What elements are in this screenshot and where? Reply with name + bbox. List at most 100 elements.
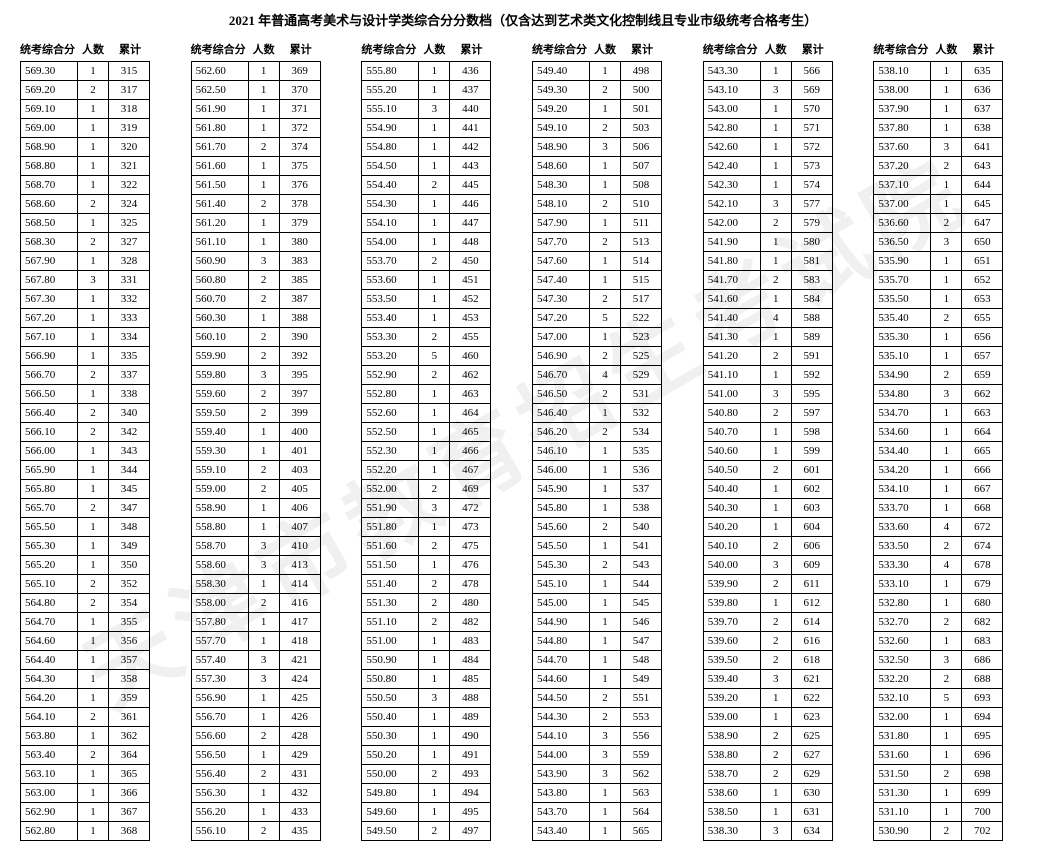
cell-count: 1 [78,442,109,461]
table-row: 538.802627 [703,746,832,765]
cell-score: 540.60 [703,442,760,461]
table-row: 547.601514 [533,252,662,271]
column-header: 统考综合分人数累计 [703,41,856,57]
cell-count: 5 [419,347,450,366]
table-row: 535.402655 [874,309,1003,328]
cell-cum: 465 [450,423,491,442]
cell-count: 1 [931,347,962,366]
cell-cum: 695 [962,727,1003,746]
cell-score: 568.50 [21,214,78,233]
table-row: 537.101644 [874,176,1003,195]
table-row: 551.001483 [362,632,491,651]
cell-score: 566.90 [21,347,78,366]
cell-score: 567.20 [21,309,78,328]
cell-cum: 569 [791,81,832,100]
table-row: 560.702387 [191,290,320,309]
cell-cum: 606 [791,537,832,556]
table-row: 561.801372 [191,119,320,138]
cell-score: 559.40 [191,423,248,442]
cell-score: 532.50 [874,651,931,670]
cell-cum: 469 [450,480,491,499]
cell-score: 531.60 [874,746,931,765]
cell-score: 532.80 [874,594,931,613]
cell-cum: 476 [450,556,491,575]
cell-score: 568.60 [21,195,78,214]
cell-count: 1 [931,176,962,195]
cell-score: 556.90 [191,689,248,708]
cell-score: 549.50 [362,822,419,841]
cell-score: 545.30 [533,556,590,575]
cell-cum: 340 [109,404,150,423]
table-row: 544.003559 [533,746,662,765]
cell-cum: 623 [791,708,832,727]
cell-count: 1 [419,803,450,822]
cell-count: 2 [419,765,450,784]
table-row: 560.301388 [191,309,320,328]
cell-count: 3 [590,746,621,765]
cell-count: 1 [590,803,621,822]
cell-count: 1 [590,537,621,556]
cell-cum: 537 [621,480,662,499]
cell-cum: 399 [279,404,320,423]
cell-score: 554.90 [362,119,419,138]
cell-count: 1 [248,100,279,119]
table-row: 540.401602 [703,480,832,499]
cell-count: 2 [590,195,621,214]
cell-count: 1 [78,765,109,784]
cell-cum: 407 [279,518,320,537]
cell-score: 543.40 [533,822,590,841]
table-row: 555.103440 [362,100,491,119]
cell-count: 3 [931,233,962,252]
table-row: 531.301699 [874,784,1003,803]
cell-cum: 638 [962,119,1003,138]
table-row: 531.502698 [874,765,1003,784]
table-row: 552.301466 [362,442,491,461]
cell-cum: 328 [109,252,150,271]
table-row: 545.901537 [533,480,662,499]
cell-count: 2 [419,328,450,347]
page-title: 2021 年普通高考美术与设计学类综合分分数档（仅含达到艺术类文化控制线且专业市… [20,10,1026,29]
column-header: 统考综合分人数累计 [873,41,1026,57]
cell-score: 534.40 [874,442,931,461]
cell-cum: 667 [962,480,1003,499]
cell-score: 553.50 [362,290,419,309]
table-row: 534.601664 [874,423,1003,442]
cell-count: 1 [419,271,450,290]
cell-score: 545.10 [533,575,590,594]
table-row: 554.301446 [362,195,491,214]
cell-cum: 540 [621,518,662,537]
cell-cum: 510 [621,195,662,214]
cell-count: 1 [248,518,279,537]
table-row: 535.701652 [874,271,1003,290]
cell-score: 543.10 [703,81,760,100]
cell-cum: 674 [962,537,1003,556]
cell-cum: 424 [279,670,320,689]
table-row: 532.801680 [874,594,1003,613]
table-row: 549.801494 [362,784,491,803]
cell-cum: 495 [450,803,491,822]
table-row: 540.502601 [703,461,832,480]
table-row: 547.001523 [533,328,662,347]
cell-count: 1 [419,195,450,214]
cell-cum: 678 [962,556,1003,575]
cell-cum: 421 [279,651,320,670]
table-row: 555.801436 [362,62,491,81]
score-column: 统考综合分人数累计543.301566543.103569543.0015705… [703,41,856,841]
cell-score: 565.50 [21,518,78,537]
cell-cum: 498 [621,62,662,81]
cell-score: 561.10 [191,233,248,252]
cell-count: 1 [760,290,791,309]
cell-count: 1 [419,214,450,233]
table-row: 539.801612 [703,594,832,613]
cell-score: 541.30 [703,328,760,347]
cell-count: 1 [590,651,621,670]
cell-count: 3 [760,822,791,841]
cell-cum: 333 [109,309,150,328]
table-row: 544.701548 [533,651,662,670]
cell-count: 1 [590,594,621,613]
cell-score: 540.10 [703,537,760,556]
cell-score: 547.90 [533,214,590,233]
table-row: 555.201437 [362,81,491,100]
cell-cum: 662 [962,385,1003,404]
cell-cum: 494 [450,784,491,803]
